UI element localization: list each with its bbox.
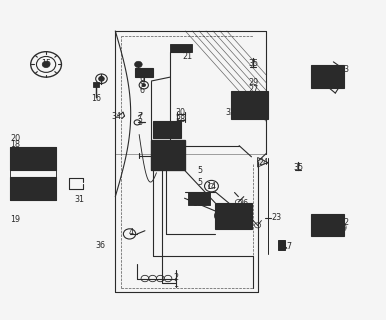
Text: 4: 4 <box>128 228 133 237</box>
Text: 1: 1 <box>173 280 178 289</box>
Circle shape <box>42 61 50 68</box>
Text: 12: 12 <box>339 218 349 227</box>
Text: 16: 16 <box>91 94 101 103</box>
Bar <box>152 121 181 138</box>
Text: 30: 30 <box>176 108 186 117</box>
Bar <box>10 177 56 200</box>
Text: 9: 9 <box>341 224 346 233</box>
Text: 14: 14 <box>207 182 217 191</box>
Text: 21: 21 <box>182 52 192 61</box>
Bar <box>235 98 263 113</box>
Bar <box>135 68 153 77</box>
Text: 35: 35 <box>294 163 304 172</box>
Circle shape <box>219 212 227 219</box>
Text: 17: 17 <box>282 242 292 251</box>
Circle shape <box>99 76 104 81</box>
Text: 6: 6 <box>140 86 145 95</box>
Bar <box>278 240 285 250</box>
Bar <box>170 156 181 168</box>
Bar <box>151 140 185 170</box>
Text: 28: 28 <box>176 115 186 124</box>
Text: 13: 13 <box>339 65 349 74</box>
Text: 26: 26 <box>239 198 249 207</box>
Bar <box>14 181 52 196</box>
Bar <box>234 207 249 224</box>
Text: 32: 32 <box>332 69 342 78</box>
Bar <box>14 151 52 166</box>
Text: 35: 35 <box>249 59 259 68</box>
Circle shape <box>135 61 142 68</box>
Text: 2: 2 <box>173 273 178 282</box>
Bar <box>315 69 339 85</box>
Text: 24: 24 <box>258 158 268 167</box>
Text: 5: 5 <box>197 179 203 188</box>
Text: 27: 27 <box>249 85 259 94</box>
Text: 8: 8 <box>140 77 145 86</box>
Bar <box>170 44 192 52</box>
Text: 31: 31 <box>74 195 85 204</box>
Bar <box>312 213 344 236</box>
Bar <box>312 65 344 88</box>
Text: 36: 36 <box>95 241 105 250</box>
Bar <box>231 91 268 119</box>
Text: 11: 11 <box>325 71 335 80</box>
Text: 22: 22 <box>229 208 240 217</box>
Polygon shape <box>257 157 268 167</box>
Bar <box>93 82 99 87</box>
Text: 5: 5 <box>197 166 203 175</box>
Bar <box>315 217 339 233</box>
Text: 34: 34 <box>112 112 122 121</box>
Text: 5: 5 <box>176 118 181 127</box>
Text: 18: 18 <box>10 140 20 149</box>
Bar <box>215 203 252 228</box>
Text: 15: 15 <box>41 59 51 68</box>
Text: 25: 25 <box>182 45 192 55</box>
Bar <box>188 192 210 205</box>
Text: 23: 23 <box>272 213 282 222</box>
Text: 3: 3 <box>137 118 142 127</box>
Text: 19: 19 <box>10 215 20 224</box>
Text: 20: 20 <box>10 134 20 143</box>
Text: 10: 10 <box>193 198 203 207</box>
Text: 29: 29 <box>249 78 259 87</box>
Text: 7: 7 <box>137 112 142 121</box>
Bar <box>154 156 168 168</box>
Bar <box>10 147 56 170</box>
Circle shape <box>142 84 146 87</box>
Text: 33: 33 <box>226 108 236 117</box>
